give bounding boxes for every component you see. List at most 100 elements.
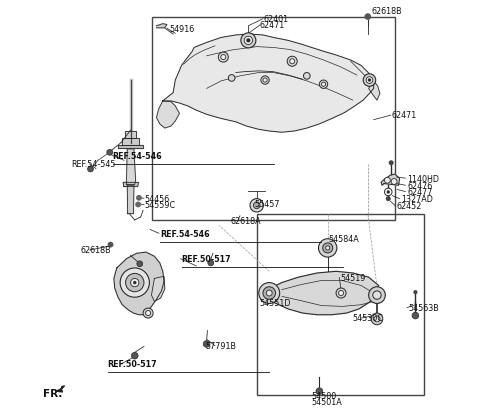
- Circle shape: [143, 308, 153, 318]
- Text: 62471: 62471: [391, 111, 417, 119]
- Circle shape: [136, 195, 142, 201]
- Circle shape: [107, 149, 113, 155]
- Circle shape: [263, 78, 267, 82]
- Circle shape: [135, 202, 141, 207]
- Text: 54551D: 54551D: [260, 299, 291, 308]
- Circle shape: [322, 82, 325, 86]
- Circle shape: [371, 313, 383, 325]
- Polygon shape: [156, 23, 167, 28]
- Circle shape: [319, 239, 337, 257]
- Circle shape: [384, 177, 390, 183]
- Polygon shape: [152, 276, 165, 301]
- Circle shape: [137, 261, 143, 267]
- Polygon shape: [156, 101, 180, 128]
- Text: 54559C: 54559C: [145, 201, 176, 210]
- Polygon shape: [123, 182, 139, 186]
- Circle shape: [389, 160, 394, 165]
- Circle shape: [386, 190, 390, 194]
- Circle shape: [250, 199, 264, 212]
- Circle shape: [325, 246, 330, 250]
- Circle shape: [323, 243, 333, 253]
- Polygon shape: [163, 34, 373, 132]
- Circle shape: [412, 312, 419, 319]
- Polygon shape: [118, 145, 143, 147]
- Circle shape: [303, 72, 310, 79]
- Circle shape: [246, 38, 251, 42]
- Circle shape: [391, 178, 397, 184]
- Circle shape: [338, 290, 344, 295]
- Circle shape: [368, 78, 371, 82]
- Circle shape: [241, 33, 256, 48]
- Circle shape: [384, 188, 392, 196]
- Text: 62618B: 62618B: [372, 8, 402, 16]
- Text: 54500: 54500: [312, 392, 337, 401]
- Circle shape: [336, 288, 346, 298]
- Circle shape: [364, 13, 371, 20]
- Text: 62618A: 62618A: [230, 217, 261, 226]
- Text: REF.50-517: REF.50-517: [181, 255, 231, 264]
- Circle shape: [131, 278, 139, 287]
- Circle shape: [253, 202, 260, 209]
- Circle shape: [221, 54, 226, 59]
- Text: 1327AD: 1327AD: [401, 195, 432, 204]
- Text: 62452: 62452: [396, 202, 422, 211]
- Text: 54916: 54916: [169, 25, 194, 34]
- Text: REF.50-517: REF.50-517: [108, 360, 157, 370]
- Polygon shape: [56, 386, 65, 392]
- Text: 57791B: 57791B: [206, 342, 237, 351]
- Text: FR.: FR.: [43, 389, 62, 399]
- Circle shape: [263, 287, 276, 299]
- Text: 1140HD: 1140HD: [407, 175, 439, 184]
- Circle shape: [259, 282, 280, 303]
- Text: 62618B: 62618B: [81, 246, 111, 255]
- Text: 54456: 54456: [145, 194, 170, 204]
- Text: 55457: 55457: [254, 199, 280, 209]
- Circle shape: [108, 242, 113, 248]
- Circle shape: [290, 59, 295, 64]
- Text: 54519: 54519: [340, 274, 366, 283]
- Polygon shape: [126, 149, 135, 184]
- Text: 62476: 62476: [407, 181, 432, 191]
- Circle shape: [374, 316, 380, 322]
- Circle shape: [126, 273, 144, 292]
- Text: REF.54-546: REF.54-546: [113, 152, 162, 160]
- Text: 54501A: 54501A: [312, 398, 343, 407]
- Polygon shape: [127, 185, 134, 214]
- Circle shape: [132, 352, 138, 359]
- Circle shape: [228, 75, 235, 81]
- Polygon shape: [114, 252, 164, 315]
- Bar: [152, 18, 395, 220]
- Circle shape: [386, 196, 391, 201]
- Text: 54530C: 54530C: [353, 314, 384, 323]
- Text: REF.54-546: REF.54-546: [160, 230, 209, 239]
- Polygon shape: [265, 272, 379, 315]
- Circle shape: [133, 281, 136, 284]
- Polygon shape: [122, 138, 139, 145]
- Polygon shape: [381, 174, 399, 185]
- Text: REF.54-545: REF.54-545: [71, 160, 115, 169]
- Circle shape: [413, 290, 418, 294]
- Circle shape: [363, 74, 376, 86]
- Text: 54563B: 54563B: [408, 304, 440, 313]
- Circle shape: [373, 291, 381, 299]
- Circle shape: [319, 80, 328, 88]
- Circle shape: [261, 76, 269, 84]
- Circle shape: [208, 260, 214, 266]
- Circle shape: [316, 388, 323, 395]
- Text: 62401: 62401: [264, 15, 288, 24]
- Polygon shape: [125, 131, 136, 138]
- Circle shape: [287, 56, 297, 66]
- Circle shape: [244, 36, 252, 44]
- Circle shape: [203, 341, 210, 347]
- Polygon shape: [369, 81, 380, 100]
- Circle shape: [266, 290, 272, 296]
- Bar: [257, 214, 424, 396]
- Circle shape: [120, 268, 149, 297]
- Text: 62471: 62471: [259, 21, 285, 30]
- Circle shape: [218, 52, 228, 62]
- Circle shape: [366, 77, 373, 83]
- Text: 62477: 62477: [407, 188, 432, 197]
- Circle shape: [145, 310, 151, 316]
- Circle shape: [87, 166, 94, 172]
- Circle shape: [369, 287, 385, 303]
